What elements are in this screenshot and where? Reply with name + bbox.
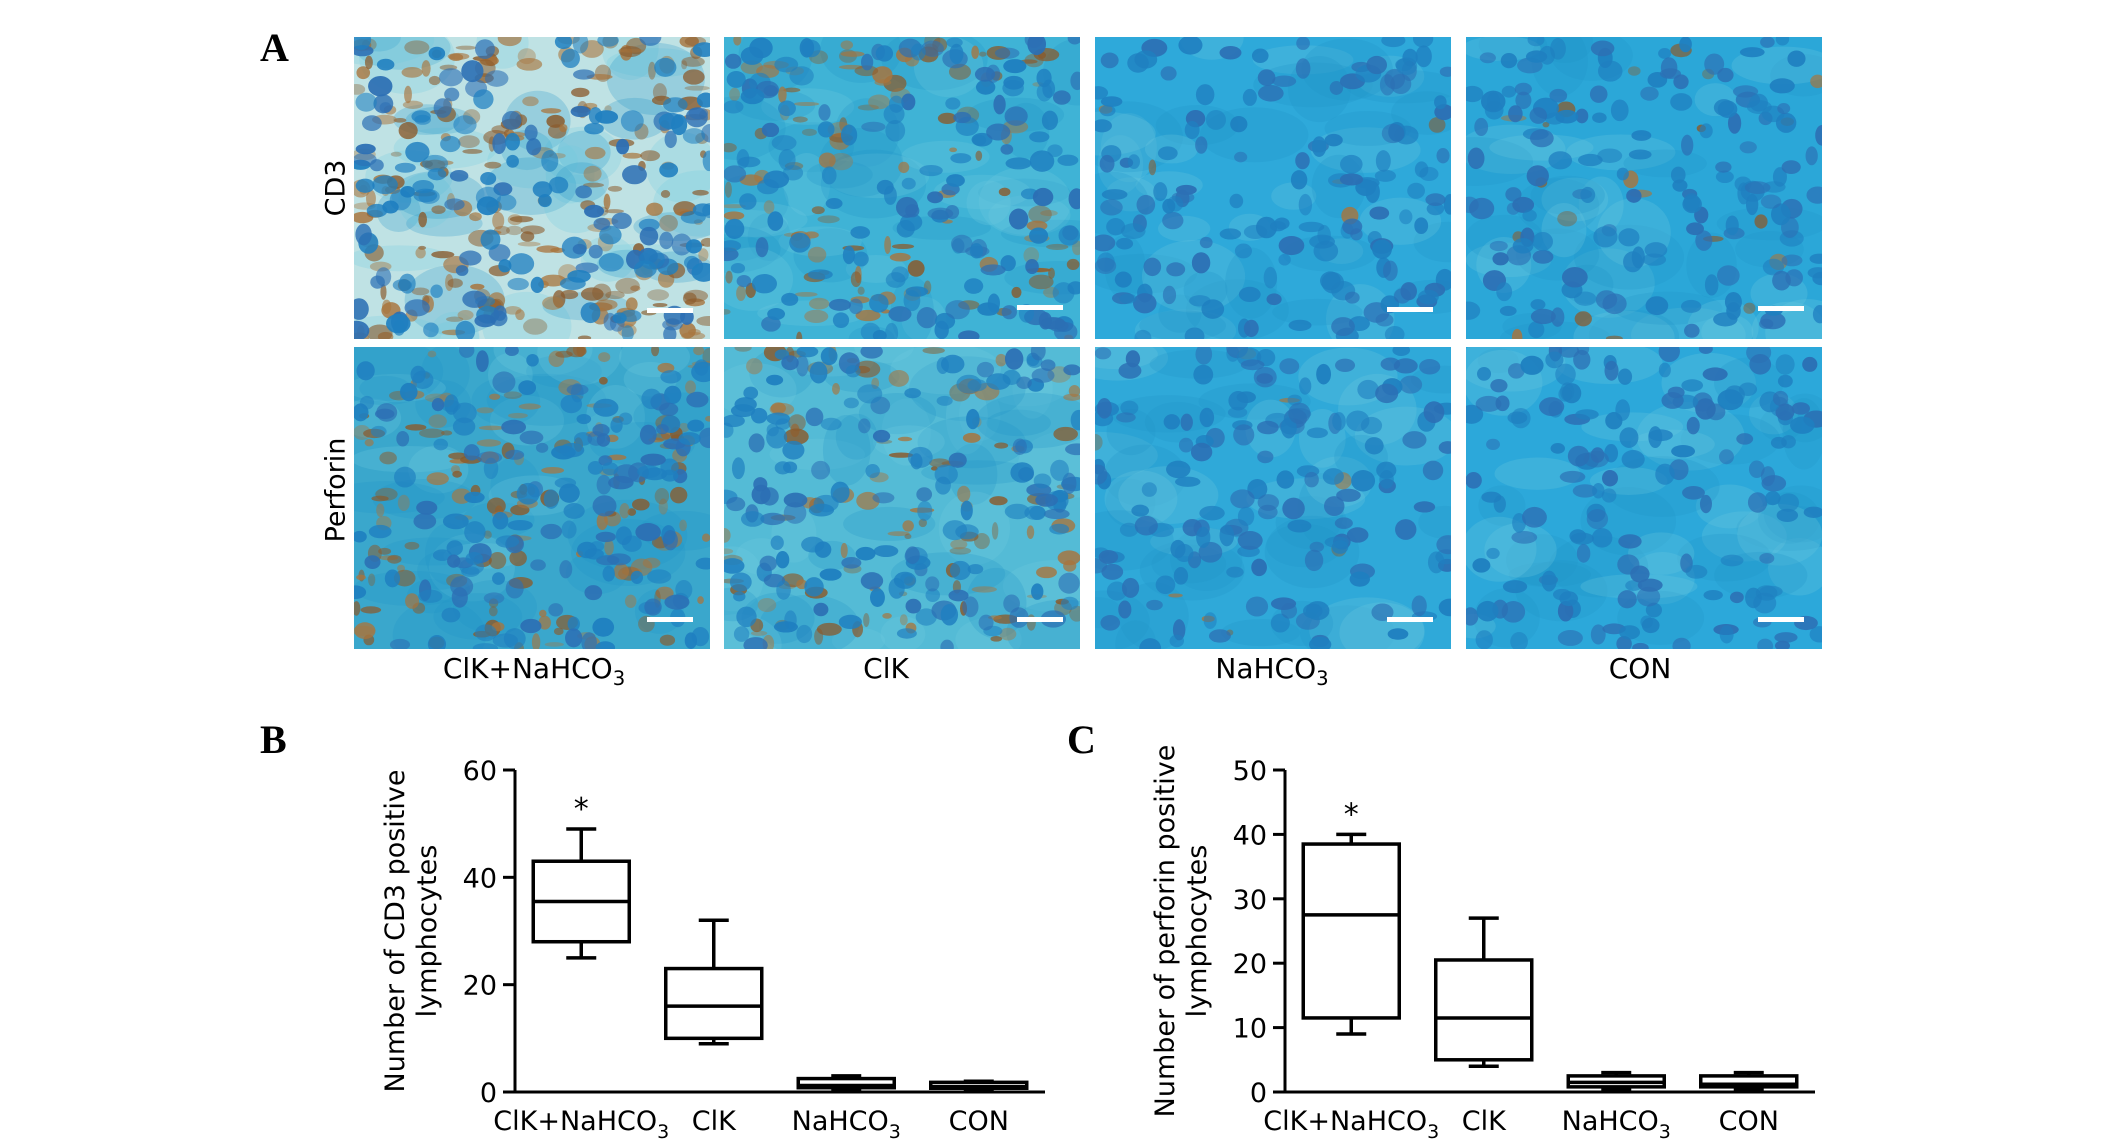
x-tick-label: CON bbox=[1719, 1106, 1779, 1137]
y-tick-label: 40 bbox=[1233, 820, 1267, 851]
micrograph-cd3-cik-nahco3 bbox=[354, 37, 710, 339]
row-label-perforin: Perforin bbox=[320, 437, 352, 543]
micrograph-texture bbox=[724, 37, 1080, 339]
y-tick-label: 30 bbox=[1233, 885, 1267, 916]
micrograph-texture bbox=[1466, 37, 1822, 339]
panel-letter-a: A bbox=[260, 25, 289, 70]
micrograph-perforin-cik bbox=[724, 347, 1080, 649]
micrograph-perforin-nahco3 bbox=[1095, 347, 1451, 649]
micrograph-cd3-nahco3 bbox=[1095, 37, 1451, 339]
micrograph-texture bbox=[1095, 37, 1451, 339]
scale-bar bbox=[1387, 617, 1433, 622]
micrograph-cd3-con bbox=[1466, 37, 1822, 339]
scale-bar bbox=[647, 308, 693, 313]
column-label-cik: ClK bbox=[863, 652, 909, 685]
scale-bar bbox=[1017, 617, 1063, 622]
y-tick-label: 50 bbox=[1233, 756, 1267, 787]
row-label-cd3: CD3 bbox=[320, 159, 352, 217]
y-tick-label: 60 bbox=[463, 756, 497, 787]
box-plot-cd3: Number of CD3 positivelymphocytes 0 20 40 60… bbox=[380, 756, 1045, 1139]
box-iqr bbox=[796, 1076, 896, 1090]
significance-marker: * bbox=[574, 792, 589, 827]
micrograph-texture bbox=[724, 347, 1080, 649]
column-label-cik-nahco3: ClK+NaHCO3 bbox=[442, 652, 626, 690]
scale-bar bbox=[1758, 306, 1804, 311]
box-iqr bbox=[1699, 1074, 1799, 1089]
x-tick-label: ClK+NaHCO3 bbox=[493, 1106, 669, 1139]
micrograph-cd3-cik bbox=[724, 37, 1080, 339]
panel-letter-c: C bbox=[1067, 717, 1096, 762]
plot-area: Number of CD3 positivelymphocytes 0 20 40 60… bbox=[380, 756, 1045, 1139]
y-axis-label: Number of perforin positivelymphocytes bbox=[1150, 745, 1213, 1118]
x-tick-label: ClK bbox=[692, 1106, 737, 1137]
micrograph-perforin-cik-nahco3 bbox=[354, 347, 710, 649]
micrograph-perforin-con bbox=[1466, 347, 1822, 649]
scale-bar bbox=[1017, 305, 1063, 310]
y-tick-label: 20 bbox=[463, 971, 497, 1002]
x-tick-label: NaHCO3 bbox=[792, 1106, 901, 1139]
panel-letter-b: B bbox=[260, 717, 287, 762]
box-iqr bbox=[1301, 842, 1401, 1020]
scale-bar bbox=[647, 617, 693, 622]
x-tick-label: CON bbox=[949, 1106, 1009, 1137]
micrograph-texture bbox=[354, 347, 710, 649]
y-axis-label: Number of CD3 positivelymphocytes bbox=[380, 770, 443, 1093]
scale-bar bbox=[1387, 307, 1433, 312]
micrograph-texture bbox=[354, 37, 710, 339]
plot-area: Number of perforin positivelymphocytes 0 1… bbox=[1150, 745, 1815, 1139]
box-iqr bbox=[664, 966, 764, 1041]
box-plot-perforin: Number of perforin positivelymphocytes 0 1… bbox=[1150, 745, 1815, 1139]
x-tick-label: ClK bbox=[1462, 1106, 1507, 1137]
column-label-nahco3: NaHCO3 bbox=[1215, 652, 1329, 690]
y-tick-label: 20 bbox=[1233, 949, 1267, 980]
box-iqr bbox=[1434, 958, 1534, 1062]
scale-bar bbox=[1758, 617, 1804, 622]
micrograph-texture bbox=[1095, 347, 1451, 649]
y-tick-label: 0 bbox=[1250, 1078, 1267, 1109]
x-tick-label: NaHCO3 bbox=[1562, 1106, 1671, 1139]
significance-marker: * bbox=[1344, 797, 1359, 832]
y-tick-label: 40 bbox=[463, 863, 497, 894]
x-tick-label: ClK+NaHCO3 bbox=[1263, 1106, 1439, 1139]
column-label-con: CON bbox=[1608, 652, 1672, 685]
y-tick-label: 0 bbox=[480, 1078, 497, 1109]
micrograph-texture bbox=[1466, 347, 1822, 649]
y-tick-label: 10 bbox=[1233, 1014, 1267, 1045]
